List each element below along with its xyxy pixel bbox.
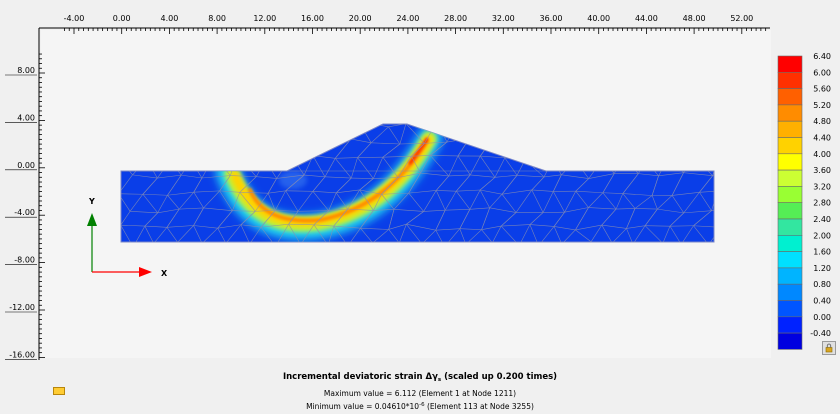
legend-swatch	[777, 169, 803, 187]
legend-swatch	[777, 251, 803, 269]
x-tick-label: 40.00	[587, 14, 610, 23]
legend-label: 6.40	[813, 52, 831, 61]
y-axis-label: Y	[88, 197, 95, 206]
legend-swatch	[777, 202, 803, 220]
y-tick-label: 0.00	[17, 161, 35, 170]
legend-swatch	[777, 72, 803, 89]
y-tick-label: -16.00	[9, 350, 35, 359]
x-axis-arrow	[139, 267, 152, 277]
x-tick-label: 32.00	[492, 14, 515, 23]
legend-label: 0.40	[813, 297, 831, 306]
legend-swatch	[777, 218, 803, 236]
legend-label: 2.80	[813, 199, 831, 208]
minimum-value: Minimum value = 0.04610*10-6 (Element 11…	[306, 402, 534, 411]
legend-label: 6.00	[813, 68, 831, 77]
legend-swatch	[777, 55, 803, 73]
legend: 6.40 6.00 5.60 5.20 4.80 4.40 4.00 3.60 3.20 2.80…	[777, 52, 831, 350]
x-tick-label: 16.00	[301, 14, 324, 23]
legend-label: 4.80	[813, 117, 831, 126]
legend-swatch	[777, 137, 803, 155]
legend-label: 5.20	[813, 101, 831, 110]
legend-swatch	[777, 235, 803, 252]
legend-label: 1.60	[813, 248, 831, 257]
y-tick-label: -12.00	[9, 303, 35, 312]
x-tick-label: 52.00	[730, 14, 753, 23]
legend-label: 4.00	[813, 150, 831, 159]
legend-swatch	[777, 283, 803, 301]
legend-label: 0.80	[813, 280, 831, 289]
y-tick-label: -8.00	[14, 256, 35, 265]
y-axis-arrow	[87, 213, 97, 226]
legend-label: 2.00	[813, 231, 831, 240]
legend-label: -0.40	[810, 329, 831, 338]
x-tick-label: 48.00	[683, 14, 706, 23]
x-tick-label: 20.00	[349, 14, 372, 23]
legend-label: 3.20	[813, 182, 831, 191]
legend-swatch	[777, 332, 803, 350]
x-tick-label: 36.00	[540, 14, 563, 23]
maximum-value: Maximum value = 6.112 (Element 1 at Node…	[323, 389, 517, 398]
y-tick-label: 4.00	[17, 113, 35, 122]
legend-swatch	[777, 316, 803, 334]
y-tick-label: -4.00	[14, 208, 35, 217]
x-tick-label: 28.00	[444, 14, 467, 23]
legend-label: 4.40	[813, 134, 831, 143]
lock-icon[interactable]	[822, 341, 836, 355]
legend-label: 1.20	[813, 264, 831, 273]
x-tick-label: 44.00	[635, 14, 658, 23]
x-tick-label: -4.00	[64, 14, 85, 23]
legend-label: 0.00	[813, 313, 831, 322]
legend-swatch	[777, 300, 803, 318]
x-tick-label: 0.00	[113, 14, 131, 23]
legend-swatch	[777, 88, 803, 106]
legend-swatch	[777, 153, 803, 171]
x-tick-label: 8.00	[208, 14, 226, 23]
x-tick-label: 24.00	[396, 14, 419, 23]
legend-label: 5.60	[813, 85, 831, 94]
legend-swatch	[777, 120, 803, 138]
y-tick-label: 8.00	[17, 66, 35, 75]
x-ruler: -4.00 0.00 4.00 8.00 12.00 16.00 20.00 24.00 28.…	[39, 14, 770, 34]
legend-swatch	[777, 267, 803, 285]
x-axis-label: X	[161, 269, 168, 278]
legend-swatch	[777, 104, 803, 122]
legend-swatch	[777, 186, 803, 203]
legend-label: 2.40	[813, 215, 831, 224]
legend-label: 3.60	[813, 166, 831, 175]
info-icon[interactable]	[53, 387, 65, 395]
x-tick-label: 12.00	[253, 14, 276, 23]
result-title: Incremental deviatoric strain Δγs (scale…	[282, 372, 558, 383]
axis-indicator: Y X	[87, 197, 168, 278]
y-ruler: 8.00 4.00 0.00 -4.00 -8.00 -12.00 -16.00	[5, 28, 45, 360]
x-tick-label: 4.00	[160, 14, 178, 23]
